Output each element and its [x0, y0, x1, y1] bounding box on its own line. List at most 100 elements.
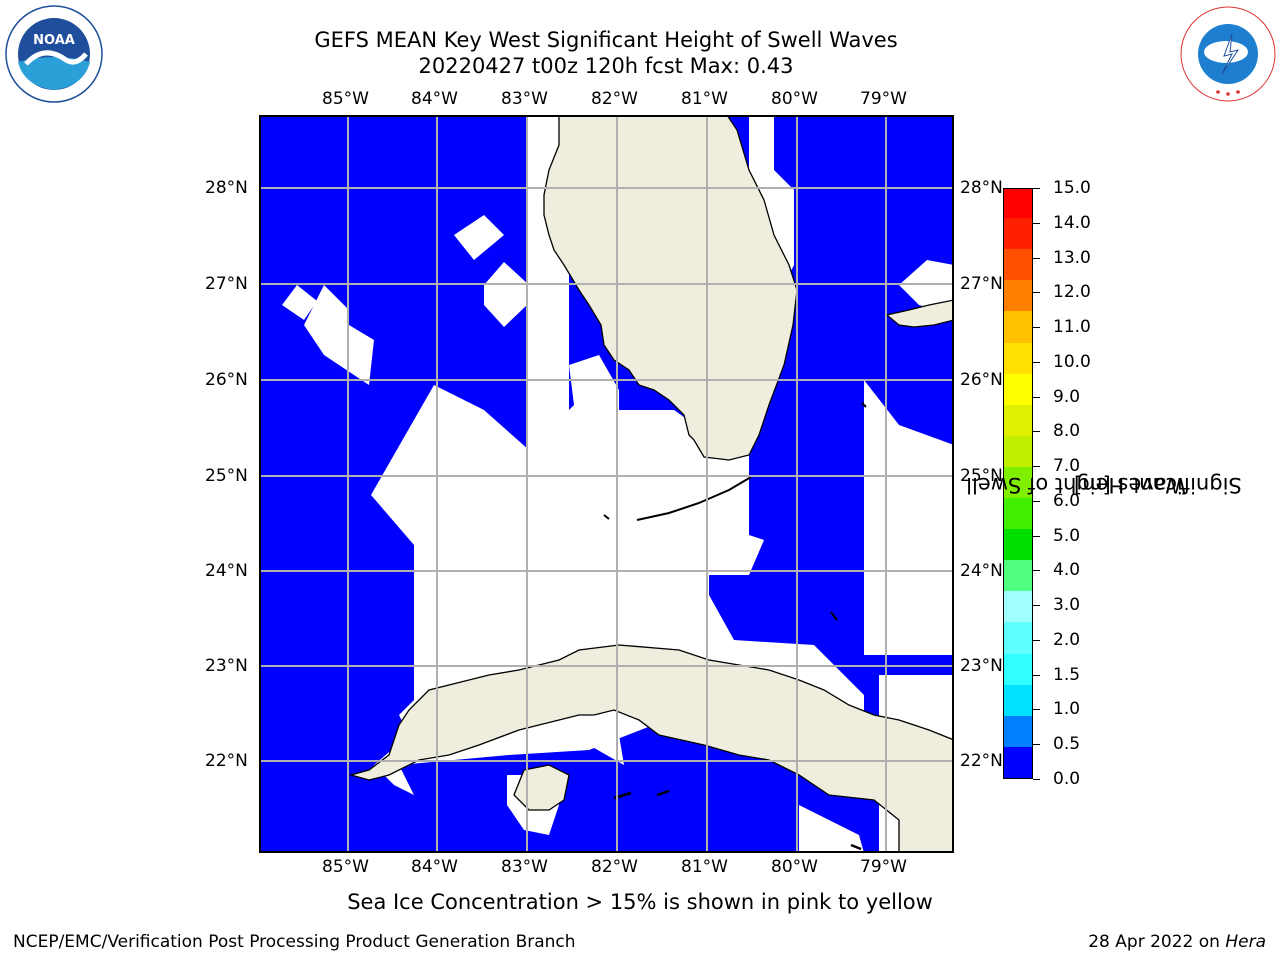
colorbar-segment — [1004, 435, 1032, 467]
lat-label-right: 22°N — [960, 751, 1003, 771]
colorbar-segment — [1004, 373, 1032, 405]
footer-date: 28 Apr 2022 on Hera — [1088, 932, 1266, 952]
colorbar-segment — [1004, 279, 1032, 312]
colorbar-tick — [1033, 674, 1040, 676]
lat-label-right: 28°N — [960, 178, 1003, 198]
colorbar-tick-label: 0.0 — [1053, 769, 1081, 789]
florida-keys — [636, 476, 752, 521]
lon-label-bottom: 84°W — [411, 857, 458, 877]
lon-label-bottom: 81°W — [681, 857, 728, 877]
bahamas-land — [885, 299, 954, 328]
colorbar-tick-label: 11.0 — [1053, 317, 1091, 338]
lon-label-top: 80°W — [771, 89, 818, 109]
map-title: GEFS MEAN Key West Significant Height of… — [314, 28, 898, 52]
lat-label-left: 22°N — [205, 751, 248, 771]
svg-text:NOAA: NOAA — [33, 33, 75, 48]
colorbar-tick — [1033, 222, 1040, 224]
colorbar-tick-label: 8.0 — [1053, 421, 1081, 442]
colorbar-tick-label: 6.0 — [1053, 490, 1081, 511]
lat-label-right: 27°N — [960, 274, 1003, 294]
colorbar-segment — [1004, 622, 1032, 654]
colorbar-tick-label: 13.0 — [1053, 247, 1091, 268]
lon-label-bottom: 83°W — [501, 857, 548, 877]
colorbar-segment — [1004, 684, 1032, 716]
colorbar-tick — [1033, 396, 1040, 398]
colorbar — [1003, 188, 1033, 779]
colorbar-segment — [1004, 342, 1032, 374]
colorbar-segment — [1004, 217, 1032, 250]
colorbar-tick — [1033, 744, 1040, 746]
colorbar-tick — [1033, 327, 1040, 329]
lat-label-left: 27°N — [205, 274, 248, 294]
colorbar-segment — [1004, 528, 1032, 561]
colorbar-segment — [1004, 189, 1032, 219]
colorbar-tick — [1033, 709, 1040, 711]
colorbar-segment — [1004, 715, 1032, 747]
lon-label-bottom: 80°W — [771, 857, 818, 877]
colorbar-tick — [1033, 188, 1040, 189]
colorbar-segment — [1004, 248, 1032, 281]
colorbar-tick-label: 10.0 — [1053, 351, 1091, 372]
colorbar-tick-label: 12.0 — [1053, 282, 1091, 303]
map-canvas — [259, 115, 954, 853]
colorbar-tick — [1033, 605, 1040, 607]
lat-label-right: 24°N — [960, 561, 1003, 581]
colorbar-tick — [1033, 257, 1040, 259]
lat-label-left: 23°N — [205, 656, 248, 676]
colorbar-tick-label: 5.0 — [1053, 525, 1081, 546]
lat-label-left: 24°N — [205, 561, 248, 581]
colorbar-segment — [1004, 404, 1032, 436]
map-panel — [259, 115, 954, 853]
colorbar-segment — [1004, 497, 1032, 530]
lon-label-top: 82°W — [591, 89, 638, 109]
colorbar-title-line2: Waves [m] — [1073, 473, 1187, 497]
footer-credit: NCEP/EMC/Verification Post Processing Pr… — [13, 932, 576, 952]
colorbar-segment — [1004, 310, 1032, 343]
map-subtitle: 20220427 t00z 120h fcst Max: 0.43 — [418, 54, 794, 78]
colorbar-segment — [1004, 559, 1032, 592]
lat-label-right: 23°N — [960, 656, 1003, 676]
colorbar-tick — [1033, 500, 1040, 502]
colorbar-tick-label: 2.0 — [1053, 629, 1081, 650]
colorbar-tick — [1033, 431, 1040, 433]
colorbar-tick-label: 7.0 — [1053, 456, 1081, 477]
colorbar-tick-label: 3.0 — [1053, 595, 1081, 616]
florida-land — [543, 115, 798, 461]
lon-label-bottom: 79°W — [860, 857, 907, 877]
colorbar-tick-label: 0.5 — [1053, 734, 1081, 755]
noaa-logo: NOAA — [4, 4, 104, 108]
lon-label-top: 85°W — [322, 89, 369, 109]
colorbar-tick-label: 15.0 — [1053, 178, 1091, 198]
lon-label-top: 83°W — [501, 89, 548, 109]
lat-label-right: 26°N — [960, 370, 1003, 390]
lon-label-bottom: 85°W — [322, 857, 369, 877]
sea-ice-note: Sea Ice Concentration > 15% is shown in … — [347, 890, 933, 914]
colorbar-segment — [1004, 590, 1032, 623]
lon-label-bottom: 82°W — [591, 857, 638, 877]
lon-label-top: 81°W — [681, 89, 728, 109]
colorbar-tick — [1033, 466, 1040, 468]
colorbar-tick-label: 4.0 — [1053, 560, 1081, 581]
graticule — [259, 115, 954, 853]
colorbar-tick — [1033, 779, 1040, 780]
footer-machine: Hera — [1225, 932, 1266, 952]
lon-label-top: 79°W — [860, 89, 907, 109]
colorbar-tick-label: 9.0 — [1053, 386, 1081, 407]
colorbar-tick-label: 1.0 — [1053, 699, 1081, 720]
nws-logo — [1178, 4, 1278, 108]
lat-label-left: 25°N — [205, 466, 248, 486]
lat-label-left: 26°N — [205, 370, 248, 390]
colorbar-tick — [1033, 570, 1040, 572]
colorbar-segment — [1004, 466, 1032, 499]
colorbar-segment — [1004, 746, 1032, 778]
lat-label-right: 25°N — [960, 466, 1003, 486]
colorbar-tick — [1033, 639, 1040, 641]
lat-label-left: 28°N — [205, 178, 248, 198]
lon-label-top: 84°W — [411, 89, 458, 109]
colorbar-tick-label: 1.5 — [1053, 664, 1081, 685]
colorbar-segment — [1004, 653, 1032, 685]
colorbar-tick — [1033, 361, 1040, 363]
colorbar-tick-label: 14.0 — [1053, 212, 1091, 233]
colorbar-tick — [1033, 292, 1040, 294]
footer-date-text: 28 Apr 2022 on — [1088, 932, 1220, 952]
